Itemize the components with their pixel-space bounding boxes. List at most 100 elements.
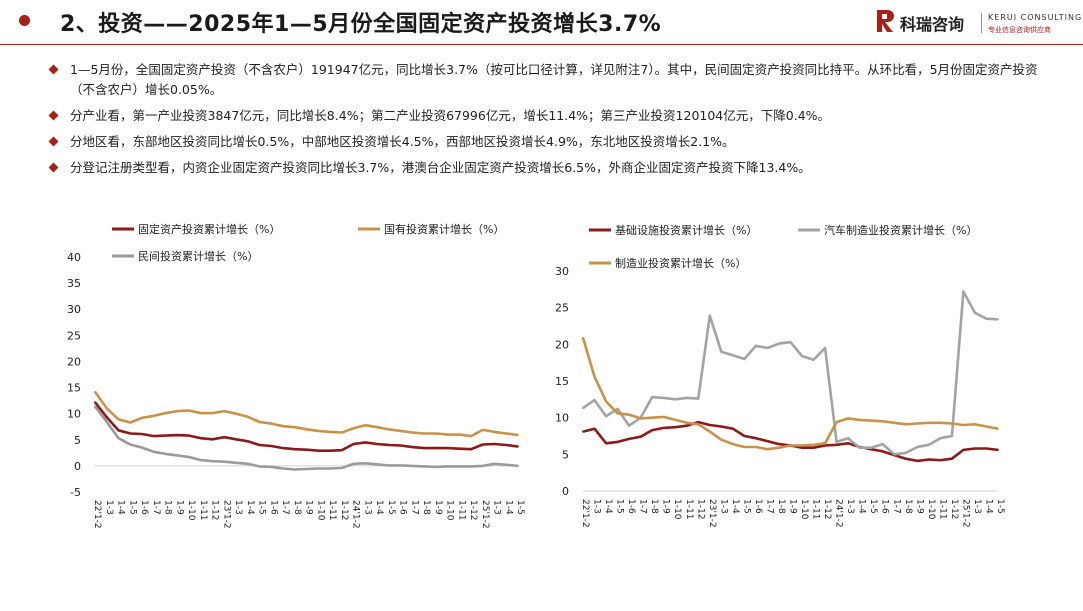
- x-tick-label: 1-5: [615, 499, 625, 514]
- data-point: [616, 407, 619, 410]
- x-tick-label: 1-6: [626, 499, 636, 514]
- data-point: [778, 443, 780, 445]
- data-point: [893, 453, 896, 456]
- data-point: [505, 444, 508, 446]
- data-point: [801, 355, 803, 357]
- data-point: [858, 446, 861, 449]
- y-tick-label: 20: [555, 338, 569, 351]
- data-point: [662, 396, 665, 399]
- data-point: [199, 459, 202, 462]
- page-title: 2、投资——2025年1—5月份全国固定资产投资增长3.7%: [60, 12, 662, 37]
- data-point: [387, 444, 390, 446]
- data-point: [481, 428, 484, 431]
- y-tick-label: 0: [74, 460, 81, 473]
- data-point: [674, 398, 677, 401]
- data-point: [755, 344, 757, 347]
- x-tick-label: 1-9: [304, 500, 314, 515]
- x-tick-label: 1-8: [421, 500, 431, 515]
- x-tick-label: 1-10: [672, 499, 682, 520]
- data-point: [974, 311, 976, 314]
- data-point: [293, 448, 296, 451]
- data-point: [582, 407, 584, 410]
- data-point: [223, 436, 226, 439]
- data-point: [927, 421, 930, 424]
- data-point: [352, 427, 355, 430]
- x-tick-label: 1-3: [233, 500, 243, 515]
- data-point: [340, 449, 343, 452]
- bullet-item: 分登记注册类型看，内资企业固定资产投资同比增长3.7%，港澳台企业固定资产投资增…: [46, 158, 1046, 178]
- data-point: [517, 434, 519, 436]
- data-point: [605, 400, 607, 403]
- data-point: [881, 443, 884, 445]
- data-point: [141, 446, 143, 449]
- data-point: [411, 431, 414, 434]
- bullet-item: 分产业看，第一产业投资3847亿元，同比增长8.4%；第二产业投资67996亿元…: [46, 106, 1046, 126]
- x-tick-label: 23'1-2: [221, 500, 231, 529]
- x-tick-label: 1-8: [903, 499, 913, 514]
- data-point: [411, 446, 414, 448]
- data-point: [766, 448, 769, 451]
- data-point: [593, 375, 596, 378]
- data-point: [985, 425, 988, 428]
- data-point: [628, 424, 631, 427]
- x-tick-label: 1-3: [362, 500, 372, 515]
- bullet-text: 分产业看，第一产业投资3847亿元，同比增长8.4%；第二产业投资67996亿元…: [70, 108, 831, 123]
- data-point: [674, 418, 677, 421]
- x-tick-label: 1-10: [186, 500, 196, 521]
- data-point: [305, 468, 308, 470]
- data-point: [616, 412, 619, 415]
- x-tick-label: 1-11: [327, 500, 337, 520]
- data-point: [423, 447, 425, 450]
- data-point: [847, 442, 850, 445]
- data-point: [674, 426, 677, 429]
- x-tick-label: 1-10: [315, 500, 325, 521]
- data-point: [858, 418, 861, 421]
- data-point: [755, 446, 757, 448]
- data-point: [997, 318, 999, 321]
- data-point: [399, 464, 402, 467]
- x-tick-label: 1-4: [730, 499, 740, 514]
- y-tick-label: 5: [562, 448, 569, 461]
- data-point: [505, 463, 508, 466]
- data-point: [129, 432, 132, 435]
- data-point: [364, 424, 367, 427]
- y-tick-label: 10: [555, 412, 569, 425]
- data-point: [662, 427, 665, 429]
- data-point: [387, 428, 390, 431]
- y-tick-label: 15: [555, 375, 569, 388]
- data-point: [708, 424, 711, 426]
- data-point: [235, 461, 237, 464]
- data-point: [616, 440, 619, 443]
- data-point: [129, 443, 132, 446]
- data-point: [517, 464, 519, 467]
- data-point: [881, 450, 884, 453]
- x-tick-label: 1-10: [799, 499, 809, 520]
- data-point: [246, 415, 249, 418]
- data-point: [731, 427, 734, 430]
- data-point: [470, 435, 472, 438]
- data-point: [904, 451, 907, 454]
- data-point: [164, 412, 167, 415]
- data-point: [94, 405, 96, 408]
- data-point: [939, 459, 942, 462]
- legend-label: 民间投资累计增长（%）: [138, 249, 258, 263]
- y-tick-label: 40: [67, 251, 81, 264]
- data-point: [364, 441, 367, 444]
- x-tick-label: 1-3: [104, 500, 114, 515]
- data-point: [235, 412, 237, 415]
- data-point: [493, 443, 496, 445]
- data-point: [235, 438, 237, 441]
- data-point: [731, 354, 734, 357]
- x-tick-label: 1-6: [398, 500, 408, 515]
- data-point: [720, 438, 723, 441]
- data-point: [141, 416, 143, 419]
- bullet-text: 1—5月份，全国固定资产投资（不含农户）191947亿元，同比增长3.7%（按可…: [70, 62, 1038, 97]
- data-point: [778, 446, 780, 449]
- data-point: [517, 445, 519, 448]
- data-point: [258, 465, 261, 468]
- diamond-bullet-icon: [48, 64, 59, 75]
- data-point: [939, 437, 942, 440]
- data-point: [974, 423, 976, 426]
- data-point: [974, 447, 976, 450]
- data-point: [493, 462, 496, 465]
